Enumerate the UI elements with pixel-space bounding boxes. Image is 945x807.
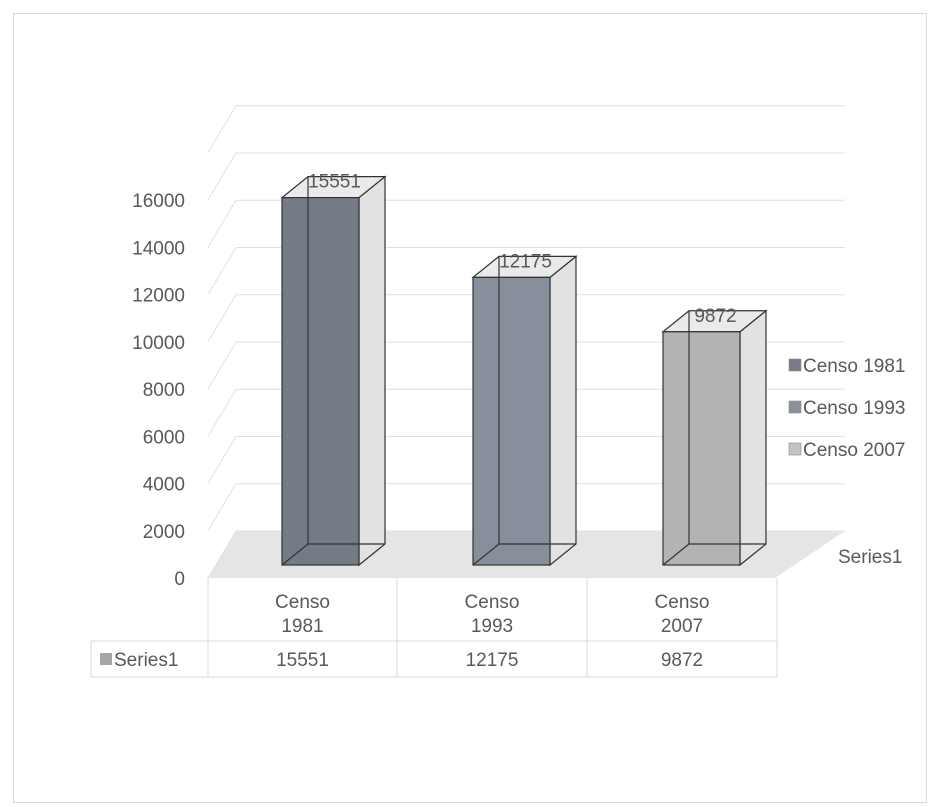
gridline-side <box>207 483 237 532</box>
y-tick-label: 2000 <box>143 522 185 543</box>
data-label: 15551 <box>308 172 361 193</box>
table-series-label: Series1 <box>114 650 178 671</box>
category-label: 1993 <box>471 616 513 637</box>
bar-base-edge <box>662 543 766 566</box>
data-labels: 15551 12175 9872 <box>308 172 737 327</box>
legend: Censo 1981 Censo 1993 Censo 2007 <box>788 356 905 461</box>
legend-entry: Censo 2007 <box>803 440 905 461</box>
y-tick-label: 8000 <box>143 380 185 401</box>
data-label: 9872 <box>694 306 736 327</box>
gridline-side <box>207 294 237 343</box>
gridline-side <box>207 388 237 437</box>
data-table: Censo 1981 Censo 1993 Censo 2007 15551 12175 987… <box>90 578 778 678</box>
category-label: Censo <box>655 592 710 613</box>
y-tick-label: 6000 <box>143 427 185 448</box>
data-label: 12175 <box>499 251 552 272</box>
bar-front <box>281 197 360 566</box>
chart-frame <box>13 13 927 803</box>
bar-side <box>358 175 386 567</box>
y-tick-label: 10000 <box>132 333 185 354</box>
category-label: Censo <box>465 592 520 613</box>
y-tick-label: 0 <box>174 569 185 590</box>
y-tick-label: 16000 <box>132 191 185 212</box>
depth-axis-label: Series1 <box>838 547 902 568</box>
gridline-side <box>207 341 237 390</box>
bar-front <box>662 331 741 566</box>
table-value: 15551 <box>276 650 329 671</box>
category-label: 2007 <box>661 616 703 637</box>
gridline-side <box>207 152 237 201</box>
bar-front <box>472 276 551 566</box>
y-axis-ticks: 0 2000 4000 6000 8000 10000 12000 14000 16000 <box>132 191 185 590</box>
bar-3 <box>661 309 768 567</box>
table-legend-key <box>100 653 112 665</box>
gridline-side <box>207 105 237 154</box>
category-label: 1981 <box>281 616 323 637</box>
legend-entry: Censo 1993 <box>803 398 905 419</box>
bar-1 <box>280 175 387 567</box>
gridline-side <box>207 436 237 484</box>
bar-side <box>549 255 577 567</box>
gridline-side <box>207 247 237 295</box>
y-tick-label: 12000 <box>132 286 185 307</box>
table-value: 9872 <box>661 650 703 671</box>
category-label: Censo <box>275 592 330 613</box>
legend-entry: Censo 1981 <box>803 356 905 377</box>
bar-2 <box>471 255 578 567</box>
bars <box>280 175 768 567</box>
y-tick-label: 4000 <box>143 475 185 496</box>
legend-key <box>788 400 802 414</box>
gridline-side <box>207 199 237 248</box>
legend-key <box>788 442 802 456</box>
legend-key <box>788 358 802 372</box>
y-tick-label: 14000 <box>132 238 185 259</box>
bar-side <box>739 309 767 567</box>
bar-base-edge <box>472 543 576 566</box>
bar-base-edge <box>281 543 385 566</box>
table-value: 12175 <box>466 650 519 671</box>
